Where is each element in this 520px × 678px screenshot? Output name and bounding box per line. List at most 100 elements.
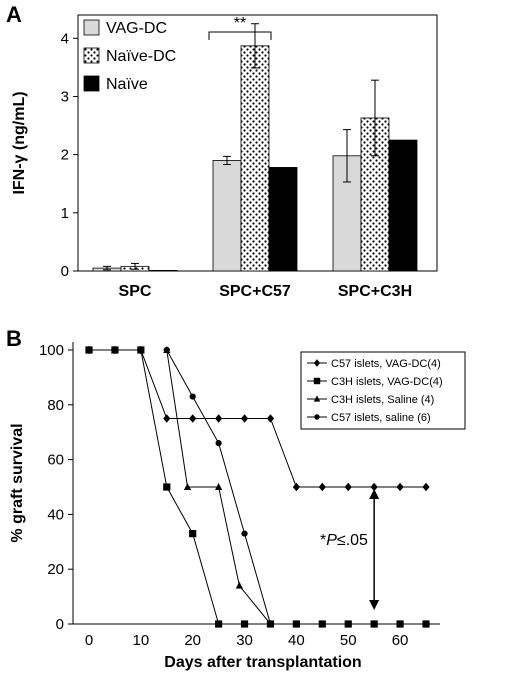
data-point-triangle [183,483,192,490]
data-point-square [85,346,93,354]
significance-bracket: ** [208,15,272,40]
error-bar [343,129,351,183]
data-point-diamond [240,414,249,423]
data-point-circle [267,620,274,628]
panel-b: B % graft survival Days after transplant… [6,326,466,671]
data-point-circle [163,346,170,354]
data-point-diamond [344,482,352,492]
y-tick-label: 100 [39,342,64,359]
error-bar [103,265,111,271]
data-point-square [422,620,430,628]
y-tick-label: 2 [61,147,69,164]
y-tick-label: 0 [56,616,64,633]
legend-label: VAG-DC [106,20,167,37]
arrowhead-up [369,489,380,499]
x-tick-label: 10 [133,632,150,649]
bar-na-ve-0 [148,270,178,272]
y-tick-label: 4 [61,30,69,47]
data-point-square [292,620,300,628]
y-tick-label: 3 [61,88,69,105]
data-point-circle [189,393,196,400]
legend-label: Naïve-DC [106,48,176,65]
data-point-triangle [313,395,321,402]
x-tick-label: 30 [236,632,253,649]
bar-vag-dc-1 [212,160,242,272]
panel-b-label: B [6,326,22,351]
legend-swatch [83,47,100,64]
x-tick-label: 40 [288,632,305,649]
data-point-square [189,529,197,538]
series-line [89,349,426,488]
bar-na-ve-2 [388,139,418,272]
data-point-diamond [396,482,404,492]
category-label: SPC+C57 [219,283,291,300]
y-tick-label: 60 [47,452,64,469]
x-tick-label: 0 [85,632,93,649]
y-tick-label: 40 [47,506,64,523]
p-value-label: *P≤.05 [320,532,368,549]
data-point-diamond [189,414,197,423]
p-value-star: * [320,532,326,549]
error-bar [131,262,139,270]
data-point-square [240,620,249,628]
error-bar [371,79,379,157]
legend-swatch [83,75,100,92]
panel-b-x-axis-title: Days after transplantation [164,654,361,671]
p-value-p: P [326,532,337,549]
data-point-circle [314,414,320,420]
error-bar [251,23,259,69]
data-point-square [370,620,378,628]
legend-box [300,351,466,430]
panel-a-label: A [6,2,22,27]
x-tick-label: 50 [340,632,357,649]
data-point-diamond [318,482,326,492]
legend-swatch [83,19,100,36]
data-point-triangle [235,581,243,589]
series-4 [163,346,274,628]
arrowhead-down [369,600,380,610]
data-point-square [313,377,321,385]
x-tick-label: 60 [392,632,409,649]
data-point-square [137,346,145,354]
y-tick-label: 1 [61,205,69,222]
data-point-circle [215,440,222,447]
significance-label: ** [234,15,246,32]
y-tick-label: 0 [61,263,69,280]
p-value-threshold: ≤.05 [337,532,368,549]
legend-label: Naïve [106,76,148,93]
data-point-square [344,620,352,628]
legend-label: C57 islets, VAG-DC(4) [331,358,441,370]
y-tick-label: 20 [47,561,64,578]
data-point-diamond [163,414,171,423]
data-point-circle [241,530,248,537]
legend-label: C3H islets, VAG-DC(4) [331,376,443,388]
data-point-diamond [215,414,223,423]
y-tick-label: 80 [47,397,64,414]
data-point-diamond [313,359,321,367]
legend-label: C57 islets, saline (6) [331,412,431,424]
data-point-diamond [370,482,378,492]
data-point-square [318,620,326,628]
data-point-triangle [215,483,223,490]
data-point-diamond [292,482,300,492]
series-line [89,349,426,625]
category-label: SPC+C3H [338,283,412,300]
data-point-square [111,346,119,354]
p-value-annotation: *P≤.05 [320,489,380,610]
bar-na-ve-1 [268,167,298,272]
data-point-diamond [266,414,275,423]
data-point-square [396,620,404,628]
bar-na-ve-dc-1 [240,45,270,272]
series-3 [163,346,275,627]
data-point-diamond [422,482,430,492]
x-tick-label: 20 [184,632,201,649]
category-label: SPC [119,283,152,300]
legend-label: C3H islets, Saline (4) [331,394,434,406]
panel-a-y-axis-title: IFN-γ (ng/mL) [11,91,28,194]
data-point-square [163,483,171,491]
data-point-square [215,620,223,628]
panel-b-y-axis-title: % graft survival [9,423,26,542]
error-bar [223,155,231,166]
